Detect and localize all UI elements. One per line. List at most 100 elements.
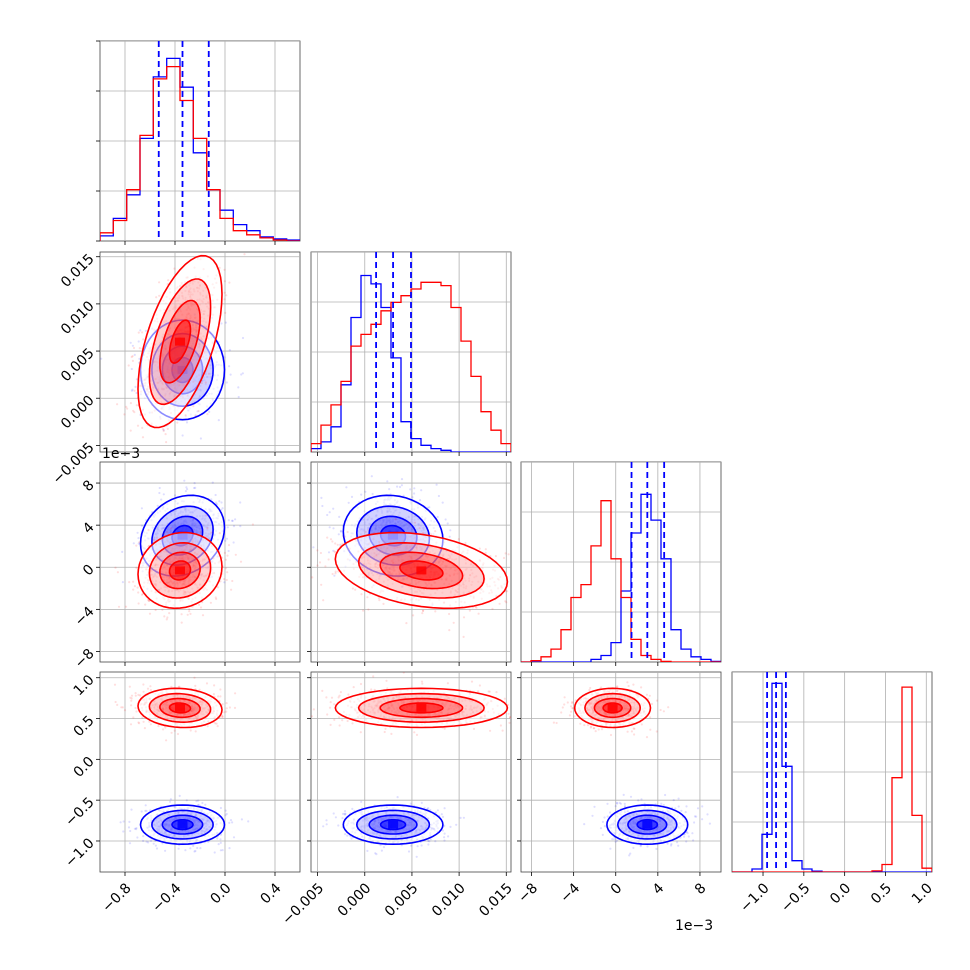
scatter-point <box>337 533 340 536</box>
scatter-point <box>234 518 237 521</box>
scatter-point <box>129 429 132 432</box>
scatter-point <box>204 803 207 806</box>
scatter-point <box>133 585 136 588</box>
scatter-point <box>218 532 221 535</box>
scatter-point <box>193 482 196 485</box>
scatter-point <box>224 567 227 570</box>
scatter-point <box>411 496 414 499</box>
scatter-point <box>199 437 202 440</box>
scatter-point <box>160 498 163 501</box>
scatter-point <box>327 558 330 561</box>
scatter-point <box>371 492 374 496</box>
scatter-point <box>228 281 231 284</box>
scatter-point <box>312 546 315 549</box>
scatter-point <box>147 599 150 602</box>
scatter-point <box>239 560 243 563</box>
scatter-point <box>214 596 217 599</box>
scatter-point <box>364 490 367 493</box>
scatter-point <box>135 827 138 830</box>
density-contour <box>148 278 212 406</box>
scatter-point <box>462 635 465 639</box>
scatter-point <box>161 842 164 845</box>
scatter-point <box>398 485 402 489</box>
scatter-point <box>218 500 221 503</box>
scatter-point <box>199 530 202 533</box>
scatter-point <box>126 407 129 410</box>
scatter-point <box>326 536 329 539</box>
scatter-point <box>130 355 133 359</box>
density-contour <box>399 560 444 581</box>
scatter-point <box>428 506 431 509</box>
scatter-point <box>351 587 354 590</box>
scatter-point <box>329 538 333 541</box>
scatter-point <box>123 413 126 416</box>
scatter-point <box>116 571 119 574</box>
scatter-point <box>350 495 354 498</box>
scatter-point <box>180 621 183 624</box>
scatter-point <box>197 799 200 802</box>
scatter-point <box>206 413 209 416</box>
scatter-point <box>135 828 138 831</box>
scatter-point <box>129 829 132 833</box>
scatter-point <box>147 841 150 844</box>
scatter-point <box>200 382 203 385</box>
scatter-point <box>196 243 198 245</box>
density-contour <box>159 299 201 384</box>
scatter-point <box>231 519 234 522</box>
scatter-point <box>139 329 142 332</box>
scatter-point <box>226 571 229 574</box>
scatter-point <box>154 608 157 612</box>
scatter-point <box>137 331 140 334</box>
scatter-point <box>452 621 455 624</box>
scatter-point <box>377 597 380 600</box>
scatter-point <box>137 537 140 540</box>
scatter-point <box>224 539 227 542</box>
scatter-point <box>421 612 424 615</box>
scatter-point <box>225 578 228 582</box>
scatter-point <box>360 593 363 596</box>
scatter-point <box>133 827 136 830</box>
scatter-point <box>232 525 236 528</box>
scatter-point <box>484 551 487 555</box>
scatter-point <box>224 814 227 817</box>
scatter-point <box>178 794 181 798</box>
scatter-point <box>186 488 189 491</box>
histogram-blue <box>311 274 511 452</box>
scatter-point <box>134 694 137 697</box>
scatter-point <box>137 542 140 545</box>
scatter-point <box>444 518 447 521</box>
scatter-point <box>366 596 369 599</box>
scatter-point <box>136 586 139 589</box>
scatter-point <box>320 496 323 499</box>
scatter-point <box>382 602 385 606</box>
scatter-point <box>141 716 144 719</box>
scatter-point <box>225 381 228 384</box>
density-contour <box>379 551 464 590</box>
scatter-point <box>125 405 128 408</box>
scatter-point <box>168 800 172 803</box>
scatter-point <box>332 549 335 552</box>
scatter-point <box>219 849 222 852</box>
scatter-point <box>201 614 205 617</box>
scatter-point <box>219 841 222 845</box>
scatter-point <box>156 504 159 507</box>
scatter-point <box>232 836 236 839</box>
scatter-point <box>224 321 227 324</box>
scatter-point <box>183 479 186 482</box>
scatter-point <box>337 570 340 573</box>
scatter-point <box>331 540 334 543</box>
scatter-point <box>226 554 229 557</box>
scatter-point <box>128 581 131 584</box>
scatter-point <box>199 847 202 850</box>
scatter-point <box>334 570 337 573</box>
scatter-point <box>215 503 219 506</box>
scatter-point <box>170 731 173 734</box>
scatter-point <box>144 329 147 332</box>
scatter-point <box>345 486 348 489</box>
scatter-point <box>168 612 171 615</box>
scatter-point <box>158 491 161 495</box>
scatter-point <box>475 606 478 609</box>
scatter-point <box>336 543 339 546</box>
scatter-point <box>197 409 200 413</box>
scatter-point <box>320 583 323 586</box>
